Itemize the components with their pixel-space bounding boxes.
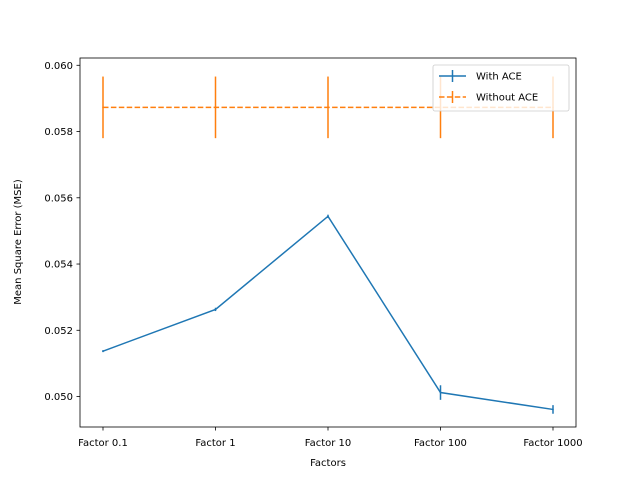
data-point-without-ace bbox=[214, 106, 217, 109]
data-point-without-ace bbox=[327, 106, 329, 109]
y-tick-label: 0.050 bbox=[44, 392, 73, 403]
data-point-with-ace bbox=[439, 391, 442, 394]
data-point-without-ace bbox=[102, 106, 104, 109]
y-axis: 0.050 0.052 0.054 0.056 0.058 0.060 bbox=[44, 61, 80, 403]
y-tick-label: 0.056 bbox=[44, 193, 73, 204]
y-tick-label: 0.054 bbox=[44, 260, 73, 271]
data-point-with-ace bbox=[327, 215, 329, 218]
y-tick-label: 0.058 bbox=[44, 127, 73, 138]
x-axis: Factor 0.1 Factor 1 Factor 10 Factor 100 Fac… bbox=[78, 427, 583, 449]
legend: With ACE Without ACE bbox=[432, 64, 570, 112]
y-tick-label: 0.060 bbox=[44, 61, 73, 72]
data-point-with-ace bbox=[552, 408, 554, 411]
x-tick-label: Factor 10 bbox=[305, 438, 352, 449]
x-tick-label: Factor 0.1 bbox=[78, 438, 128, 449]
legend-label-without-ace: Without ACE bbox=[476, 93, 538, 104]
x-tick-label: Factor 1 bbox=[195, 438, 235, 449]
data-point-with-ace bbox=[102, 350, 104, 352]
x-tick-label: Factor 100 bbox=[414, 438, 467, 449]
series-layer bbox=[102, 76, 554, 414]
x-tick-label: Factor 1000 bbox=[523, 438, 582, 449]
x-axis-label: Factors bbox=[310, 458, 346, 469]
data-point-with-ace bbox=[214, 308, 217, 311]
y-tick-label: 0.052 bbox=[44, 326, 73, 337]
series-line-with-ace bbox=[102, 215, 554, 411]
y-axis-label: Mean Square Error (MSE) bbox=[13, 179, 24, 305]
series-with-ace bbox=[102, 214, 554, 414]
legend-box bbox=[432, 64, 570, 112]
legend-label-with-ace: With ACE bbox=[476, 72, 522, 83]
